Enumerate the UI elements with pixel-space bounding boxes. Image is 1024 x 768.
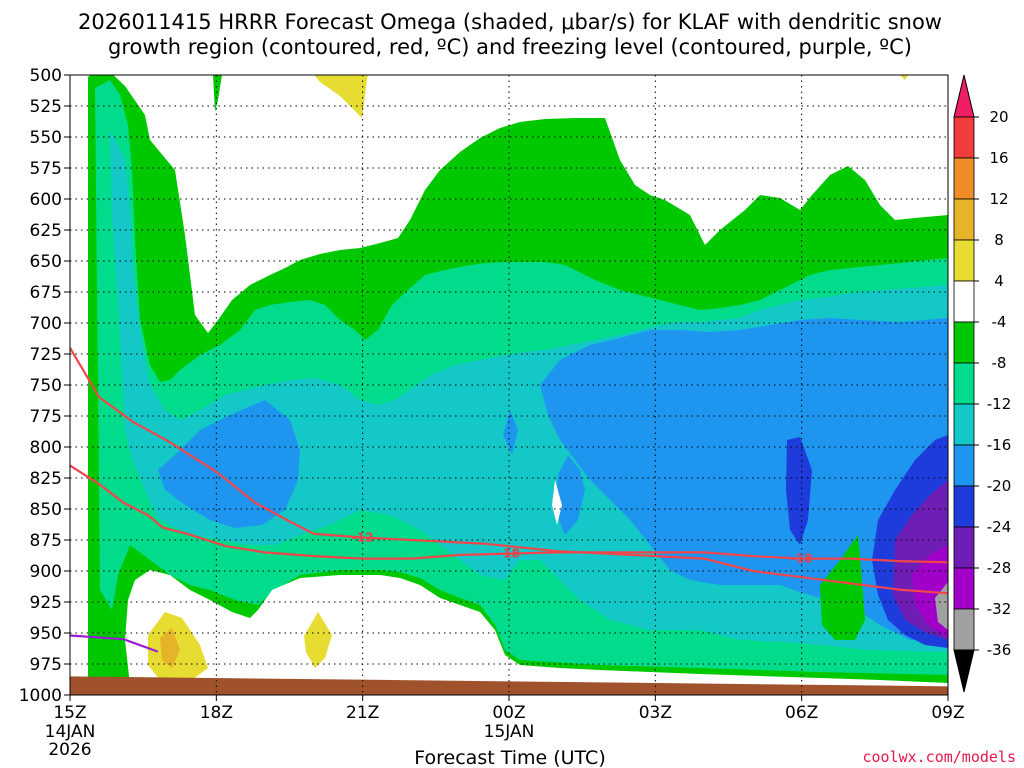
y-tick-label-850: 850 xyxy=(30,500,62,520)
colorbar-label-6: -8 xyxy=(992,354,1007,372)
y-tick-label-600: 600 xyxy=(30,190,62,210)
omega-region-white-gap xyxy=(552,480,562,525)
x-tick-label-03Z: 03Z xyxy=(639,703,672,723)
y-tick-label-675: 675 xyxy=(30,283,62,303)
colorbar-label-8: -16 xyxy=(987,436,1012,454)
omega-shading xyxy=(70,75,948,695)
x-tick-label-21Z: 21Z xyxy=(346,703,379,723)
colorbar-segment-11 xyxy=(953,526,975,569)
x-tick-label-15Z: 15Z xyxy=(53,703,86,723)
colorbar-top-arrow xyxy=(953,74,975,118)
colorbar-label-13: -36 xyxy=(987,641,1012,659)
colorbar-label-4: 4 xyxy=(994,272,1004,290)
y-tick-label-775: 775 xyxy=(30,407,62,427)
contours xyxy=(70,347,948,653)
colorbar-segment-9 xyxy=(953,444,975,487)
contour-label--18-1: -18 xyxy=(498,547,520,561)
omega-region-blue-spot xyxy=(503,410,518,455)
y-tick-label-725: 725 xyxy=(30,345,62,365)
omega-region-green-east xyxy=(820,535,865,640)
omega-region-green-tail xyxy=(213,75,222,112)
dgz-contour--18 xyxy=(70,464,948,564)
omega-region-yellow-top xyxy=(314,75,368,118)
y-tick-label-575: 575 xyxy=(30,159,62,179)
omega-region-yellow-topright xyxy=(900,75,909,80)
colorbar-segment-10 xyxy=(953,485,975,528)
colorbar-label-3: 8 xyxy=(994,231,1004,249)
colorbar-segment-8 xyxy=(953,403,975,446)
colorbar-label-1: 16 xyxy=(989,149,1008,167)
x-tick-date-00Z: 15JAN xyxy=(484,722,535,742)
x-tick-label-18Z: 18Z xyxy=(200,703,233,723)
y-tick-label-800: 800 xyxy=(30,438,62,458)
chart-title-line-1: 2026011415 HRRR Forecast Omega (shaded, … xyxy=(78,10,942,34)
colorbar-label-0: 20 xyxy=(989,108,1008,126)
x-tick-label-06Z: 06Z xyxy=(785,703,818,723)
colorbar-segment-7 xyxy=(953,362,975,405)
colorbar-segment-2 xyxy=(953,157,975,200)
contour-label--18-2: -18 xyxy=(791,552,813,566)
colorbar-label-12: -32 xyxy=(987,600,1012,618)
y-tick-label-550: 550 xyxy=(30,128,62,148)
y-tick-label-500: 500 xyxy=(30,66,62,86)
omega-region-blue-cell xyxy=(555,455,585,535)
y-tick-label-650: 650 xyxy=(30,252,62,272)
dgz-contour--12 xyxy=(70,347,948,595)
colorbar-label-10: -24 xyxy=(987,518,1012,536)
colorbar: 20 16 12 8 4 -4 -8 -12 -16 -20 -24 -28 -32 -36 xyxy=(953,74,1012,693)
colorbar-segment-6 xyxy=(953,321,975,364)
colorbar-label-2: 12 xyxy=(989,190,1008,208)
colorbar-segment-1 xyxy=(953,116,975,159)
omega-region-gold xyxy=(160,628,180,668)
colorbar-segment-5 xyxy=(953,280,975,323)
colorbar-label-7: -12 xyxy=(987,395,1012,413)
colorbar-segment-13 xyxy=(953,608,975,651)
contour-label--12-0: -12 xyxy=(352,531,374,545)
colorbar-label-9: -20 xyxy=(987,477,1012,495)
x-tick-date-15Z: 14JAN xyxy=(45,722,96,742)
y-tick-label-700: 700 xyxy=(30,314,62,334)
freezing-level-contour xyxy=(70,634,159,653)
y-tick-label-975: 975 xyxy=(30,655,62,675)
x-tick-label-00Z: 00Z xyxy=(492,703,525,723)
y-tick-label-750: 750 xyxy=(30,376,62,396)
x-axis-title: Forecast Time (UTC) xyxy=(414,747,605,768)
y-axis: 500 525 550 575 600 625 650 675 700 725 750 775 800 8… xyxy=(19,66,70,706)
colorbar-label-11: -28 xyxy=(987,559,1012,577)
y-tick-label-900: 900 xyxy=(30,562,62,582)
y-tick-label-950: 950 xyxy=(30,624,62,644)
y-tick-label-1000: 1000 xyxy=(19,686,62,706)
omega-region-dkblue-bar xyxy=(786,437,812,545)
credit-text: coolwx.com/models xyxy=(862,748,1016,766)
x-tick-year-15Z: 2026 xyxy=(48,740,91,760)
chart-title-line-2: growth region (contoured, red, ºC) and f… xyxy=(108,35,912,59)
contour-labels: -12 -18 -18 xyxy=(352,531,813,566)
y-tick-label-925: 925 xyxy=(30,593,62,613)
colorbar-segment-12 xyxy=(953,567,975,610)
omega-region-blue xyxy=(158,400,300,528)
colorbar-bottom-arrow xyxy=(953,649,975,693)
omega-region-white-top xyxy=(70,75,85,270)
y-tick-label-625: 625 xyxy=(30,221,62,241)
y-tick-label-825: 825 xyxy=(30,469,62,489)
omega-region-yellow-low2 xyxy=(304,612,332,668)
colorbar-segment-3 xyxy=(953,198,975,241)
colorbar-segment-4 xyxy=(953,239,975,282)
y-tick-label-875: 875 xyxy=(30,531,62,551)
y-tick-label-525: 525 xyxy=(30,97,62,117)
colorbar-label-5: -4 xyxy=(992,313,1007,331)
x-tick-label-09Z: 09Z xyxy=(931,703,964,723)
